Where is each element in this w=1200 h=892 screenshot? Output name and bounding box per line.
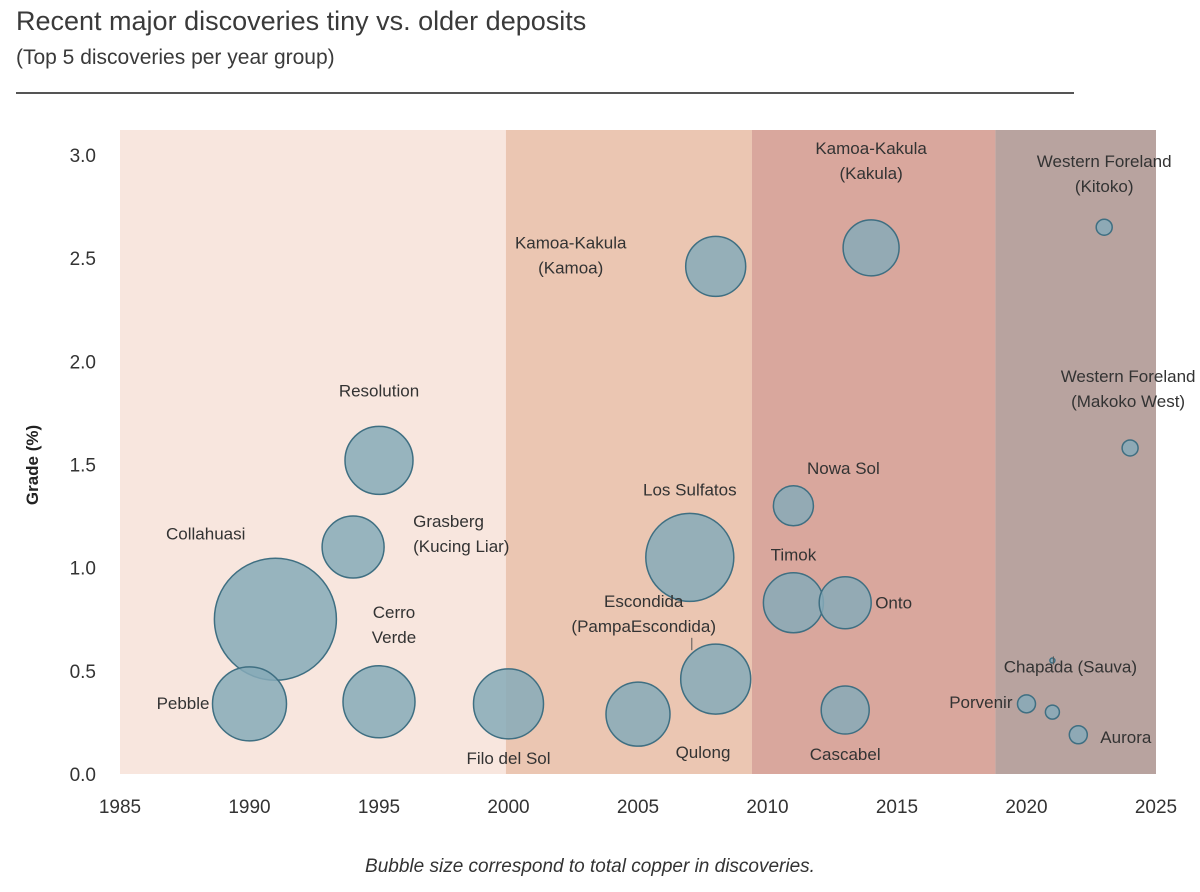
bubble-label: Grasberg (Kucing Liar): [413, 512, 509, 556]
x-tick-label: 2020: [1005, 797, 1047, 818]
bubble-aurora: [1068, 725, 1089, 745]
bubble-label: Onto: [875, 594, 912, 613]
x-tick-label: 1985: [99, 797, 141, 818]
bubble-kamoa-kakula: [842, 219, 900, 277]
bubble-label: Chapada (Sauva): [1004, 658, 1137, 677]
x-tick-label: 2000: [487, 797, 529, 818]
bubble-onto: [818, 575, 872, 630]
x-tick-label: 2010: [746, 797, 788, 818]
chart-title: Recent major discoveries tiny vs. older …: [16, 6, 587, 36]
bubble-label: Cerro Verde: [372, 603, 416, 647]
bubble-label: Nowa Sol: [807, 459, 880, 478]
x-tick-label: 2025: [1135, 797, 1177, 818]
bubble-labels: Collahuasi Pebble Grasberg (Kucing Liar) Res…: [157, 139, 1196, 768]
chart-subtitle: (Top 5 discoveries per year group): [16, 46, 335, 69]
bubble-label: Filo del Sol: [466, 749, 550, 768]
bubble-escondida: [679, 643, 752, 715]
bubble-label: Aurora: [1100, 728, 1152, 747]
x-tick-label: 2015: [876, 797, 918, 818]
bubble-nowa-sol: [772, 485, 815, 527]
y-tick-label: 2.0: [70, 352, 96, 373]
bubble-label: Kamoa-Kakula (Kakula): [815, 139, 927, 183]
bubble-western-foreland: [1095, 218, 1113, 236]
chart-footnote: Bubble size correspond to total copper i…: [365, 856, 815, 877]
bubble-filo-del-sol: [472, 668, 545, 740]
bubble-label: Qulong: [676, 743, 731, 762]
bubble-label: Los Sulfatos: [643, 480, 737, 499]
bubble-timok: [762, 571, 825, 634]
x-tick-label: 1995: [358, 797, 400, 818]
bubble-label: Porvenir: [949, 693, 1013, 712]
bubble-label: Collahuasi: [166, 524, 245, 543]
bubble-qulong: [605, 681, 671, 747]
y-tick-label: 1.0: [70, 559, 96, 580]
y-tick-label: 1.5: [70, 456, 96, 477]
y-axis-title: Grade (%): [23, 425, 42, 505]
x-axis: 1985 1990 1995 2000 2005 2010 2015 2020 2025: [99, 797, 1177, 818]
bubble-porvenir: [1016, 694, 1037, 714]
bubble-label: Timok: [771, 546, 817, 565]
title-divider: [16, 92, 1074, 94]
bubbles: [211, 218, 1139, 747]
y-tick-label: 0.0: [70, 765, 96, 786]
bubble-label: Pebble: [157, 694, 210, 713]
bubble-label: Western Foreland (Kitoko): [1037, 152, 1172, 196]
bubble-grasberg: [321, 515, 385, 579]
bubble-resolution: [344, 425, 414, 496]
y-tick-label: 3.0: [70, 146, 96, 167]
bubble-collahuasi: [213, 557, 338, 681]
bubble-label: Escondida (PampaEscondida): [571, 592, 716, 636]
band-1: [120, 130, 506, 774]
bubble-label: Western Foreland (Makoko West): [1061, 367, 1196, 411]
bubble-los-sulfatos: [645, 512, 735, 603]
y-tick-label: 0.5: [70, 662, 96, 683]
bubble-label: Kamoa-Kakula (Kamoa): [515, 233, 627, 277]
x-tick-label: 2005: [617, 797, 659, 818]
bubble-pebble: [211, 666, 288, 742]
bubble-cerro: [342, 665, 416, 739]
y-tick-label: 2.5: [70, 249, 96, 270]
bubble-unlabeled-20: [1044, 704, 1061, 720]
bubble-label: Resolution: [339, 381, 419, 400]
x-tick-label: 1990: [228, 797, 270, 818]
bubble-cascabel: [820, 685, 870, 735]
bubble-label: Cascabel: [810, 745, 881, 764]
y-axis: 0.0 0.5 1.0 1.5 2.0 2.5 3.0 Grade (%): [23, 146, 96, 786]
bubble-kamoa-kakula: [684, 235, 747, 298]
bubble-western-foreland: [1121, 439, 1139, 457]
